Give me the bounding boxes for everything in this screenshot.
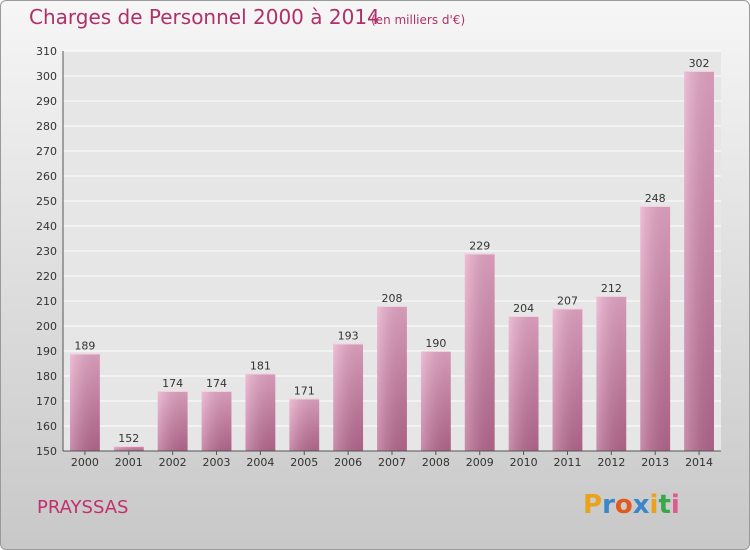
x-tick-label: 2008 bbox=[422, 456, 450, 469]
x-tick-label: 2011 bbox=[553, 456, 581, 469]
bar-shade bbox=[333, 343, 364, 451]
data-label: 204 bbox=[513, 302, 534, 315]
data-label: 248 bbox=[645, 192, 666, 205]
bar-shade bbox=[70, 353, 100, 451]
y-tick-label: 190 bbox=[36, 345, 57, 358]
x-tick-label: 2001 bbox=[115, 456, 143, 469]
y-tick-label: 220 bbox=[36, 270, 57, 283]
commune-name: PRAYSSAS bbox=[37, 497, 129, 518]
bar-shade bbox=[552, 308, 583, 451]
data-label: 212 bbox=[601, 282, 622, 295]
y-tick-label: 210 bbox=[36, 295, 57, 308]
bar-shade bbox=[201, 391, 232, 451]
y-tick-label: 260 bbox=[36, 170, 57, 183]
chart-subtitle: (en milliers d'€) bbox=[371, 13, 466, 27]
x-tick-label: 2005 bbox=[290, 456, 318, 469]
data-label: 171 bbox=[294, 385, 315, 398]
logo-letter: r bbox=[602, 490, 615, 520]
data-label: 181 bbox=[250, 360, 271, 373]
data-label: 190 bbox=[425, 337, 446, 350]
chart-title: Charges de Personnel 2000 à 2014 bbox=[29, 5, 380, 29]
y-tick-label: 240 bbox=[36, 220, 57, 233]
y-tick-label: 180 bbox=[36, 370, 57, 383]
bar-shade bbox=[289, 398, 320, 451]
bar-shade bbox=[377, 306, 407, 451]
y-tick-label: 150 bbox=[36, 445, 57, 458]
data-label: 229 bbox=[469, 240, 490, 253]
logo-letter: o bbox=[614, 490, 633, 520]
bar-shade bbox=[157, 391, 188, 451]
bar-shade bbox=[245, 373, 276, 451]
y-tick-label: 160 bbox=[36, 420, 57, 433]
bar-shade bbox=[596, 296, 627, 451]
logo-letter: t bbox=[658, 490, 671, 520]
y-tick-label: 230 bbox=[36, 245, 57, 258]
y-tick-label: 170 bbox=[36, 395, 57, 408]
bar-shade bbox=[640, 206, 671, 451]
x-tick-label: 2000 bbox=[71, 456, 99, 469]
x-tick-label: 2010 bbox=[510, 456, 538, 469]
x-tick-label: 2006 bbox=[334, 456, 362, 469]
y-tick-label: 270 bbox=[36, 145, 57, 158]
data-label: 174 bbox=[206, 377, 227, 390]
x-tick-label: 2012 bbox=[597, 456, 625, 469]
data-label: 302 bbox=[689, 57, 710, 70]
x-tick-label: 2013 bbox=[641, 456, 669, 469]
y-tick-label: 250 bbox=[36, 195, 57, 208]
x-tick-label: 2007 bbox=[378, 456, 406, 469]
bar-shade bbox=[113, 446, 144, 451]
proxiti-logo: Proxiti bbox=[583, 490, 680, 520]
data-label: 189 bbox=[74, 340, 95, 353]
data-label: 207 bbox=[557, 295, 578, 308]
x-tick-label: 2004 bbox=[246, 456, 274, 469]
x-tick-label: 2014 bbox=[685, 456, 713, 469]
y-tick-label: 310 bbox=[36, 45, 57, 58]
data-label: 208 bbox=[382, 292, 403, 305]
bar-shade bbox=[508, 316, 539, 451]
x-tick-label: 2009 bbox=[466, 456, 494, 469]
data-label: 193 bbox=[338, 330, 359, 343]
data-label: 152 bbox=[118, 432, 139, 445]
logo-letter: i bbox=[670, 490, 680, 520]
y-tick-label: 200 bbox=[36, 320, 57, 333]
bar-shade bbox=[464, 253, 495, 451]
bar-shade bbox=[684, 71, 714, 451]
x-tick-label: 2002 bbox=[159, 456, 187, 469]
bar-shade bbox=[420, 351, 451, 451]
logo-letter: i bbox=[649, 490, 659, 520]
logo-letter: P bbox=[583, 490, 603, 520]
y-tick-label: 290 bbox=[36, 95, 57, 108]
x-tick-label: 2003 bbox=[203, 456, 231, 469]
logo-letter: x bbox=[632, 490, 650, 520]
data-label: 174 bbox=[162, 377, 183, 390]
y-tick-label: 300 bbox=[36, 70, 57, 83]
y-tick-label: 280 bbox=[36, 120, 57, 133]
